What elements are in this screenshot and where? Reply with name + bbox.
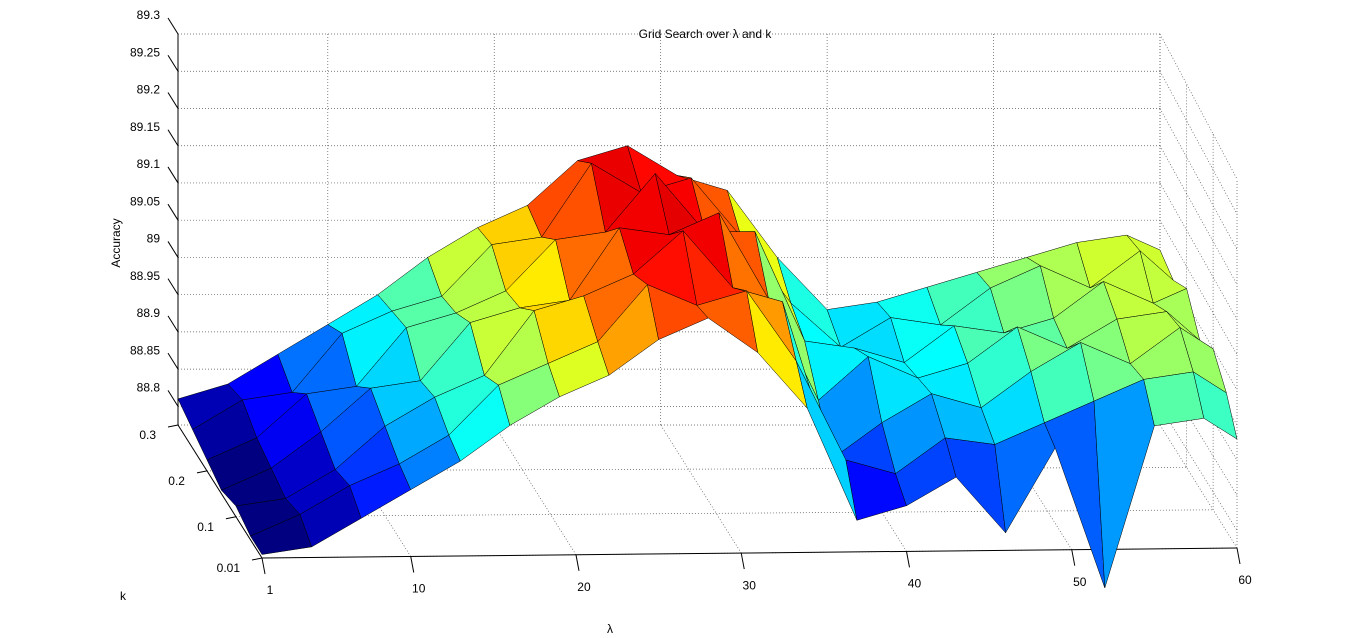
z-tick-label: 89.2 <box>137 83 161 97</box>
z-tick-label: 88.85 <box>130 343 160 357</box>
z-tick-label: 89.15 <box>130 120 160 134</box>
x-tick-label: 30 <box>743 578 757 592</box>
x-tick-mark <box>1071 549 1076 566</box>
z-tick-label: 88.9 <box>137 306 161 320</box>
z-tick-mark <box>167 92 179 109</box>
x-tick-mark <box>410 556 415 573</box>
y-tick-label: 0.3 <box>139 428 156 442</box>
z-tick-label: 89.25 <box>130 45 160 59</box>
z-tick-label: 89.1 <box>137 157 161 171</box>
z-tick-label: 88.8 <box>137 381 161 395</box>
y-tick-mark <box>196 470 208 474</box>
x-tick-mark <box>261 557 266 575</box>
z-grid-line <box>1159 71 1238 215</box>
z-tick-label: 88.95 <box>130 269 160 283</box>
y-tick-mark <box>251 557 263 561</box>
x-tick-mark <box>1236 547 1241 565</box>
z-tick-mark <box>167 129 179 146</box>
z-tick-mark <box>167 241 179 258</box>
z-tick-label: 89 <box>147 232 161 246</box>
x-tick-label: 60 <box>1238 573 1252 587</box>
x-grid-line <box>1159 424 1238 549</box>
surface-facet <box>1143 371 1205 427</box>
x-tick-label: 20 <box>577 580 591 594</box>
y-tick-label: 0.2 <box>168 474 185 488</box>
z-tick-mark <box>167 203 179 221</box>
z-tick-mark <box>167 278 179 295</box>
y-tick-label: 0.01 <box>217 561 241 575</box>
y-grid-line <box>235 509 1214 518</box>
z-axis-label: Accuracy <box>109 218 123 267</box>
z-tick-mark <box>167 315 179 333</box>
x-tick-label: 50 <box>1073 575 1087 589</box>
z-tick-label: 89.3 <box>137 8 161 22</box>
y-tick-label: 0.1 <box>197 520 214 534</box>
y-tick-mark <box>225 516 237 520</box>
z-tick-mark <box>167 17 179 35</box>
x-tick-mark <box>740 552 745 570</box>
z-grid-line <box>1159 182 1238 320</box>
y-tick-mark <box>167 424 179 428</box>
x-tick-label: 10 <box>412 582 426 596</box>
z-tick-mark <box>167 54 179 72</box>
z-tick-mark <box>167 390 179 407</box>
x-grid-line <box>826 424 907 552</box>
z-grid-line <box>1159 145 1238 285</box>
x-tick-mark <box>575 554 580 571</box>
x-axis-label: λ <box>607 622 613 636</box>
x-grid-line <box>993 424 1073 550</box>
z-tick-label: 89.05 <box>130 194 160 208</box>
z-grid-line <box>1159 33 1238 180</box>
x-tick-label: 1 <box>267 583 274 597</box>
axis-line <box>261 547 1238 559</box>
chart-title: Grid Search over λ and k <box>639 27 773 41</box>
surface-facet <box>1193 371 1238 440</box>
x-tick-mark <box>906 551 910 568</box>
axis-line <box>177 424 263 559</box>
z-grid-line <box>1159 406 1238 531</box>
y-axis-label: k <box>120 589 127 603</box>
x-tick-label: 40 <box>908 577 922 591</box>
z-tick-mark <box>167 166 179 184</box>
z-grid-line <box>1159 220 1238 355</box>
x-grid-line <box>660 424 742 554</box>
z-tick-mark <box>167 352 179 370</box>
